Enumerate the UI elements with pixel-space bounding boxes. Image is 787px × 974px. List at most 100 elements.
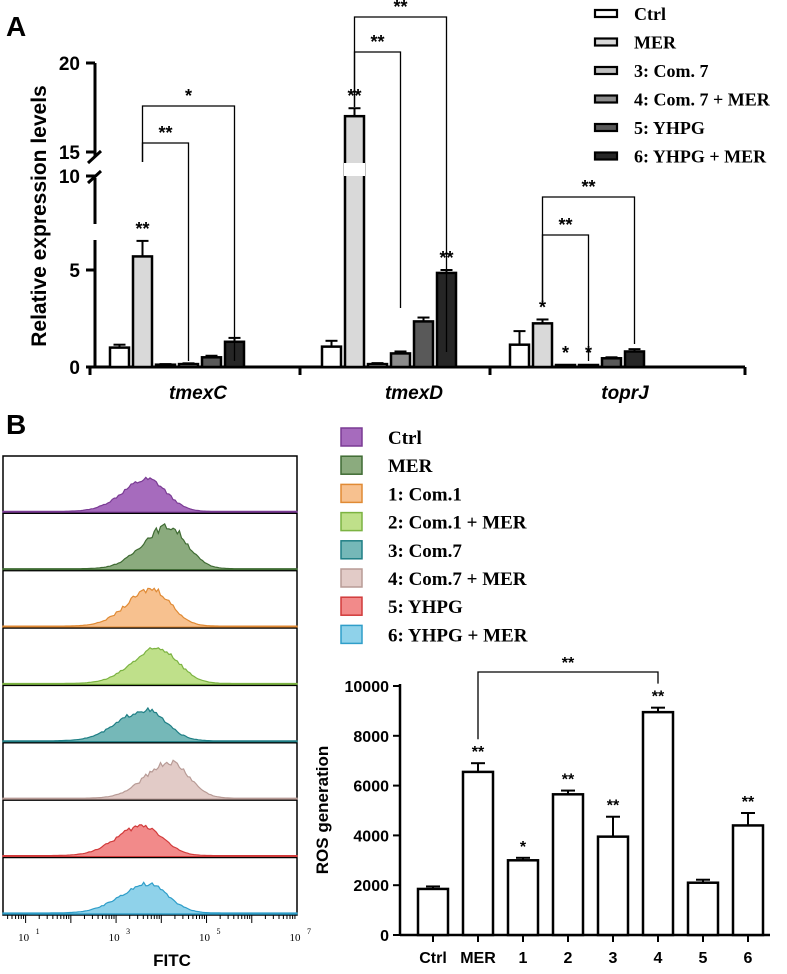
category-label: tmexC [169, 383, 227, 404]
bar [551, 793, 585, 937]
bar [506, 859, 540, 937]
bar [600, 357, 623, 369]
axis-break-mark [86, 149, 103, 165]
bar [108, 346, 131, 369]
y-tick-label: 20 [59, 54, 80, 75]
legend-swatch [593, 94, 619, 104]
histogram-area [2, 824, 298, 858]
legend-swatch [593, 122, 619, 133]
legend-swatch [340, 568, 363, 588]
bracket-label: ** [158, 123, 172, 143]
bracket-label: ** [581, 177, 595, 197]
y-tick-label: 4000 [353, 828, 389, 845]
x-tick-label: 2 [564, 950, 573, 967]
y-axis-title: Relative expression levels [28, 85, 51, 347]
x-axis-title: FITC [153, 951, 191, 970]
y-tick-label: 15 [59, 143, 81, 164]
bar [623, 350, 646, 369]
x-tick-label: 6 [744, 950, 753, 967]
y-tick-label: 8000 [353, 729, 389, 746]
x-tick-exponent: 7 [307, 927, 311, 936]
legend-swatch [340, 540, 363, 560]
legend-label: 5: YHPG [634, 118, 705, 138]
legend-label: 4: Com. 7 + MER [634, 90, 771, 110]
legend-label: 3: Com.7 [388, 541, 462, 562]
histogram-area [2, 759, 298, 800]
bar [461, 770, 495, 937]
bar [343, 114, 366, 369]
significance-bracket [477, 671, 659, 740]
bracket-label: * [185, 86, 192, 106]
y-tick-label: 0 [380, 928, 389, 945]
y-tick-label: 5 [69, 261, 80, 282]
bracket-label: ** [558, 215, 572, 235]
histogram-area [2, 881, 298, 915]
histogram-area [2, 476, 298, 513]
panel-label-a: A [6, 11, 26, 42]
y-tick-label: 10 [59, 167, 80, 188]
significance-marker: ** [607, 798, 620, 815]
significance-marker: * [562, 343, 569, 363]
axis-break-gap [344, 163, 365, 176]
bar [389, 352, 412, 369]
legend-swatch [593, 65, 619, 76]
significance-marker: * [520, 839, 527, 856]
x-tick-label: 10 [199, 932, 211, 944]
bar [508, 343, 531, 369]
legend-label: MER [634, 33, 677, 53]
significance-marker: ** [472, 744, 485, 761]
bracket-label: ** [393, 0, 407, 17]
legend-swatch [340, 427, 363, 447]
y-tick-label: 2000 [353, 878, 389, 895]
bar [200, 356, 223, 369]
significance-bracket [353, 16, 448, 352]
legend-swatch [593, 37, 619, 47]
legend-swatch [340, 455, 363, 475]
x-tick-label: 10 [290, 932, 302, 944]
legend-swatch [593, 151, 619, 161]
bracket-label: ** [370, 32, 384, 52]
significance-bracket [141, 105, 236, 361]
legend-swatch [340, 596, 363, 616]
x-tick-label: 1 [519, 950, 528, 967]
panel-a-expression-chart: 0 5 10 15 20 Relative expression levels tmexC t… [28, 0, 747, 404]
legend-label: Ctrl [634, 4, 666, 24]
x-tick-label: MER [460, 950, 496, 967]
panel-label-b: B [6, 409, 26, 440]
legend-swatch [593, 8, 619, 19]
legend-label: 3: Com. 7 [634, 61, 709, 81]
legend-label: 2: Com.1 + MER [388, 513, 527, 534]
bar [320, 345, 343, 369]
y-tick-label: 6000 [353, 779, 389, 796]
panel-b-ros-bar-chart: 0 2000 4000 6000 8000 10000 ROS generation Ctrl… [313, 655, 770, 967]
legend-label: 5: YHPG [388, 597, 463, 618]
bar [686, 881, 720, 937]
category-label: toprJ [601, 383, 649, 404]
significance-marker: * [539, 297, 546, 317]
histogram-area [2, 523, 298, 571]
histogram-area [2, 706, 298, 743]
x-tick-label: 3 [609, 950, 618, 967]
bar [641, 710, 675, 937]
bar [131, 255, 154, 369]
bar [416, 887, 450, 937]
x-tick-label: 5 [699, 950, 708, 967]
legend-label: 4: Com.7 + MER [388, 569, 527, 590]
bar [412, 320, 435, 369]
significance-marker: ** [652, 689, 665, 706]
x-tick-label: 10 [109, 932, 121, 944]
x-tick-label: 10 [18, 932, 30, 944]
x-tick-exponent: 5 [217, 927, 221, 936]
legend-swatch [340, 511, 363, 532]
panel-b-fitc-histograms: 10 1 10 3 10 5 10 7 FITC [2, 455, 311, 970]
bar [531, 322, 554, 369]
legend-label: Ctrl [388, 428, 422, 449]
y-tick-label: 10000 [345, 679, 390, 696]
legend-label: MER [388, 456, 433, 477]
bar [366, 362, 389, 369]
category-label: tmexD [385, 383, 443, 404]
significance-bracket [541, 196, 636, 344]
bar [731, 824, 765, 937]
histogram-area [2, 587, 298, 628]
